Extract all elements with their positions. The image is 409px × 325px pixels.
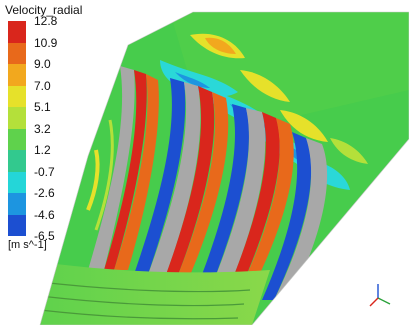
- colorbar-segment: [8, 21, 26, 43]
- colorbar-segment: [8, 85, 26, 107]
- colorbar-segment: [8, 193, 26, 215]
- legend-tick: -2.6: [34, 186, 55, 200]
- legend-colorbar: [8, 21, 26, 236]
- legend-unit: [m s^-1]: [8, 239, 47, 251]
- colorbar-segment: [8, 107, 26, 129]
- colorbar-segment: [8, 150, 26, 172]
- legend-tick: 7.0: [34, 78, 51, 93]
- legend-tick: 1.2: [34, 143, 51, 157]
- axis-triad-icon: [366, 280, 396, 310]
- colorbar-segment: [8, 64, 26, 86]
- contour-legend: Velocity_radial 12.8 10.9 9.0 7.0 5.1 3.…: [3, 3, 83, 255]
- colorbar-segment: [8, 171, 26, 193]
- legend-tick: 3.2: [34, 121, 51, 136]
- legend-tick: -6.5: [34, 229, 55, 243]
- colorbar-segment: [8, 128, 26, 150]
- legend-tick: 10.9: [34, 35, 58, 50]
- colorbar-segment: [8, 214, 26, 236]
- legend-tick: -4.6: [34, 207, 55, 222]
- legend-tick: 5.1: [34, 100, 51, 114]
- colorbar-segment: [8, 42, 26, 64]
- legend-tick: 12.8: [34, 14, 58, 28]
- legend-title: Velocity_radial: [5, 3, 83, 17]
- legend-tick: 9.0: [34, 57, 51, 71]
- legend-tick: -0.7: [34, 164, 55, 179]
